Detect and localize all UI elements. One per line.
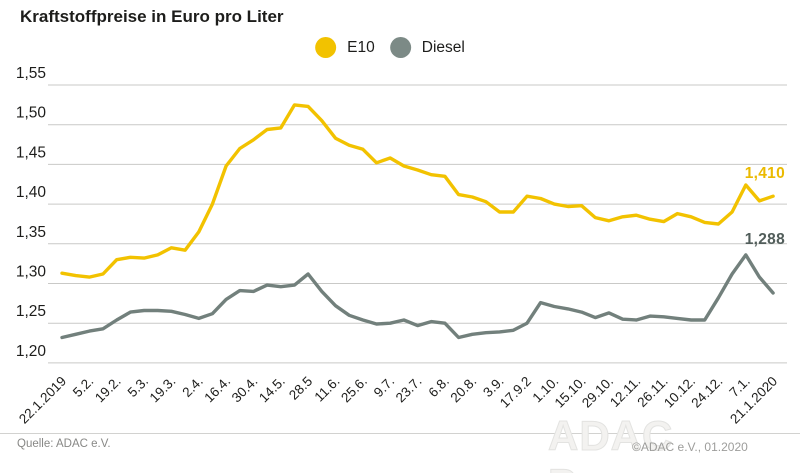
- diesel-dot-icon: [389, 37, 411, 58]
- legend-item-diesel: Diesel: [389, 37, 465, 58]
- copyright-note: ©ADAC e.V., 01.2020: [632, 440, 748, 454]
- x-tick-label: 12.11.: [607, 374, 643, 410]
- x-tick-label: 28.5: [286, 374, 315, 403]
- diesel-value-label: 1,288: [744, 231, 785, 248]
- e10-dot-icon: [315, 37, 337, 58]
- watermark: ADAC Presse: [548, 412, 692, 473]
- series-line-diesel: [60, 253, 775, 340]
- y-tick-label: 1,45: [16, 144, 46, 161]
- y-tick-label: 1,25: [16, 303, 46, 320]
- x-tick-label: 23.7.: [393, 374, 425, 406]
- legend-label-diesel: Diesel: [421, 38, 465, 56]
- x-tick-label: 16.4.: [201, 374, 233, 406]
- x-tick-label: 19.2.: [92, 374, 124, 406]
- y-tick-label: 1,55: [16, 65, 46, 82]
- x-tick-label: 24.12.: [688, 374, 725, 411]
- x-tick-label: 14.5.: [256, 374, 288, 406]
- chart-legend: E10 Diesel: [315, 37, 465, 58]
- e10-value-label: 1,410: [744, 165, 785, 182]
- page-title: Kraftstoffpreise in Euro pro Liter: [20, 7, 284, 26]
- x-tick-label: 19.3.: [147, 374, 179, 406]
- x-tick-label: 22.1.2019: [16, 374, 69, 427]
- x-tick-label: 20.8.: [448, 374, 480, 406]
- y-tick-label: 1,50: [16, 105, 47, 122]
- x-tick-label: 25.6.: [338, 374, 370, 406]
- y-tick-label: 1,30: [16, 264, 47, 281]
- y-tick-label: 1,20: [16, 343, 47, 360]
- source-note: Quelle: ADAC e.V.: [17, 438, 111, 450]
- legend-label-e10: E10: [347, 38, 375, 56]
- x-tick-label: 29.10.: [579, 374, 616, 411]
- x-tick-label: 17.9.2: [497, 374, 534, 411]
- series-line-e10: [60, 103, 775, 279]
- y-tick-label: 1,35: [16, 224, 46, 241]
- x-tick-label: 30.4.: [229, 374, 261, 406]
- x-tick-label: 11.6.: [311, 374, 342, 405]
- footer-divider: [0, 433, 800, 434]
- legend-item-e10: E10: [315, 37, 375, 58]
- y-tick-label: 1,40: [16, 184, 47, 201]
